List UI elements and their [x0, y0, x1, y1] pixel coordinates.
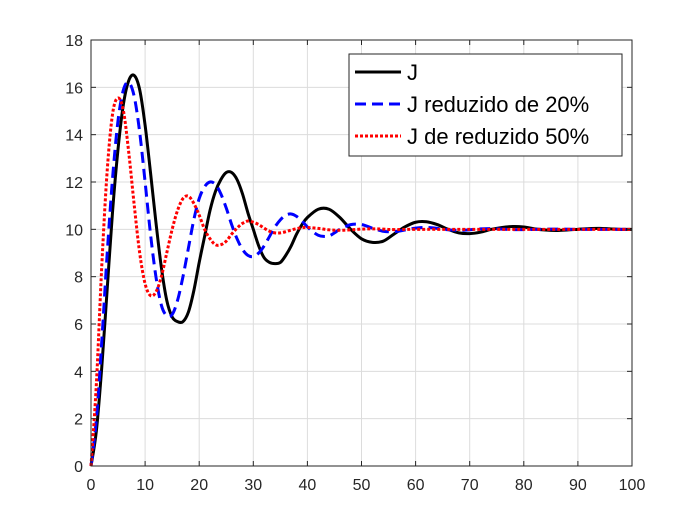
y-tick-label: 12 — [65, 175, 83, 192]
series-line-2 — [89, 80, 632, 467]
y-tick-label: 8 — [74, 270, 83, 287]
y-tick-label: 4 — [74, 364, 83, 381]
series-lines — [89, 73, 633, 467]
y-tick-label: 0 — [74, 459, 83, 476]
x-tick-label: 80 — [515, 477, 533, 494]
ticks: 0 10 20 30 40 50 60 70 80 90 100 0 2 4 6 8 10 12 14 16 18 — [65, 33, 645, 494]
legend: J J reduzido de 20% J de reduzido 50% — [348, 53, 623, 157]
x-tick-label: 50 — [353, 477, 371, 494]
x-tick-label: 30 — [244, 477, 262, 494]
x-tick-label: 0 — [87, 477, 96, 494]
x-tick-label: 20 — [190, 477, 208, 494]
y-tick-label: 16 — [65, 80, 83, 97]
legend-label-1: J — [407, 60, 418, 85]
series-line-1 — [89, 73, 633, 467]
x-tick-label: 100 — [619, 477, 646, 494]
x-tick-label: 10 — [136, 477, 154, 494]
x-tick-label: 60 — [407, 477, 425, 494]
y-tick-label: 18 — [65, 33, 83, 50]
y-tick-label: 6 — [74, 317, 83, 334]
legend-label-2: J reduzido de 20% — [407, 92, 589, 117]
y-tick-label: 10 — [65, 222, 83, 239]
legend-label-3: J de reduzido 50% — [407, 124, 589, 149]
x-tick-label: 70 — [461, 477, 479, 494]
y-tick-label: 14 — [65, 128, 83, 145]
x-tick-label: 40 — [299, 477, 317, 494]
y-tick-label: 2 — [74, 412, 83, 429]
series-line-3 — [89, 96, 632, 467]
x-tick-label: 90 — [569, 477, 587, 494]
